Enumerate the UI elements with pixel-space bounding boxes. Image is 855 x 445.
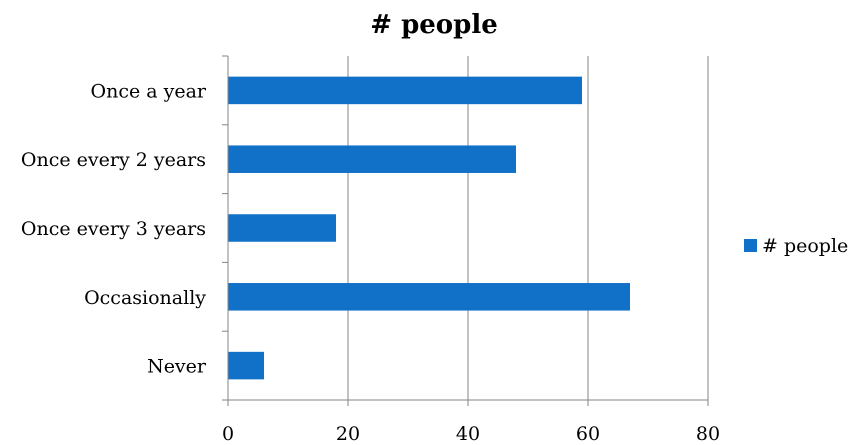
x-tick-labels: 0 20 40 60 80 [222, 400, 720, 445]
category-label: Once every 2 years [21, 149, 206, 171]
bar [228, 76, 582, 105]
category-labels: Once a year Once every 2 years Once every … [21, 80, 207, 377]
category-label: Once a year [91, 80, 207, 102]
bar [228, 351, 264, 380]
category-label: Never [147, 356, 207, 378]
bar [228, 283, 630, 311]
bar [228, 145, 516, 173]
x-tick-label: 80 [696, 423, 720, 445]
bars [228, 76, 630, 380]
chart-title: # people [370, 10, 498, 40]
category-label: Occasionally [84, 287, 206, 309]
legend-swatch [744, 239, 757, 252]
bar [228, 214, 336, 242]
category-label: Once every 3 years [21, 218, 206, 240]
x-tick-label: 20 [336, 423, 360, 445]
legend: # people [744, 235, 848, 257]
x-tick-label: 40 [456, 423, 480, 445]
x-tick-label: 0 [222, 423, 234, 445]
gridlines [347, 56, 709, 400]
category-ticks [222, 55, 228, 401]
legend-label: # people [762, 235, 848, 257]
x-tick-label: 60 [576, 423, 600, 445]
